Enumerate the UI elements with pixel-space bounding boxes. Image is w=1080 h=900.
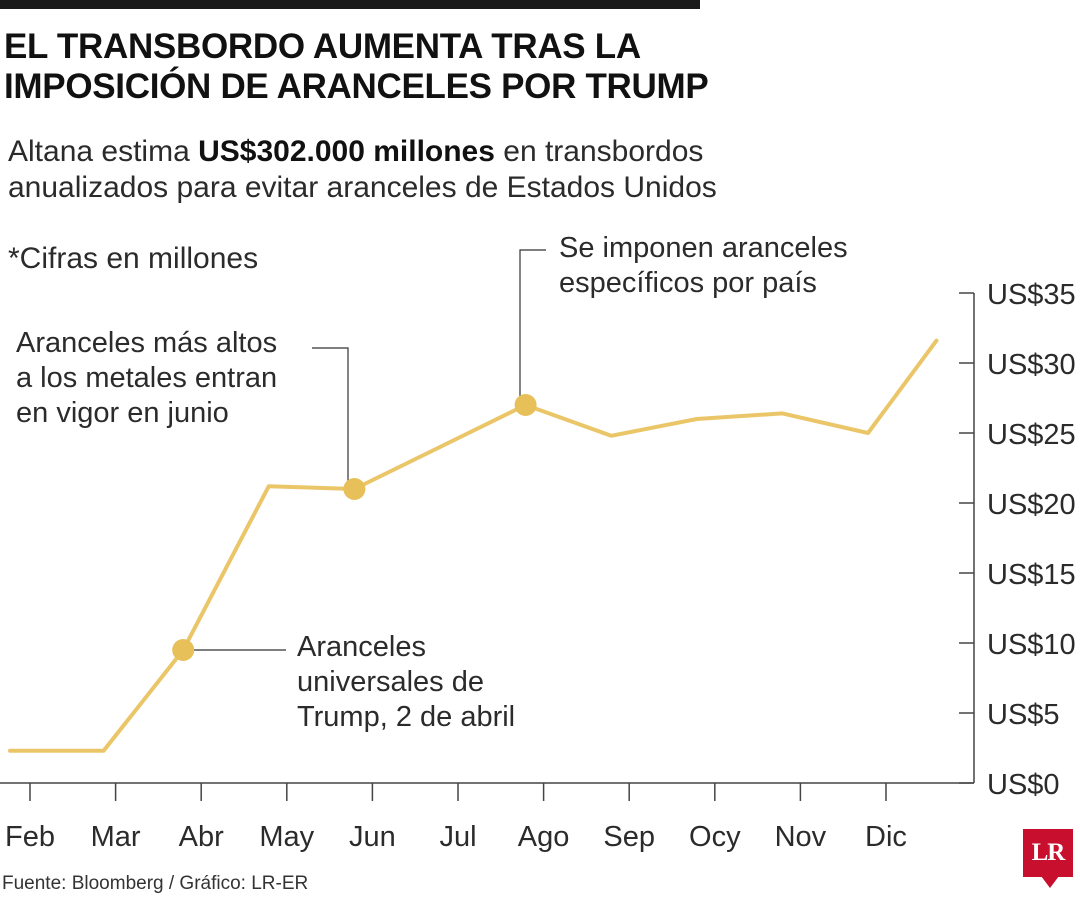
x-tick-label: Jul: [439, 821, 476, 853]
y-tick-label: US$0: [987, 769, 1060, 801]
data-point-marker: [514, 394, 537, 416]
chart-subtitle: Altana estima US$302.000 millones en tra…: [8, 134, 798, 206]
source-credit: Fuente: Bloomberg / Gráfico: LR-ER: [2, 873, 309, 894]
data-point-marker: [343, 478, 366, 500]
x-tick-label: Abr: [179, 821, 224, 853]
y-tick-label: US$15: [987, 559, 1076, 591]
chart-title: EL TRANSBORDO AUMENTA TRAS LA IMPOSICIÓN…: [4, 27, 709, 106]
y-tick-label: US$25: [987, 419, 1076, 451]
annotation-leader: [312, 347, 349, 489]
annotation-leader: [519, 249, 546, 405]
annotation-universal-tariffs: Aranceles universales de Trump, 2 de abr…: [297, 631, 516, 733]
subtitle-post: en transbordos anualizados para evitar a…: [8, 135, 717, 204]
y-tick-label: US$5: [987, 699, 1060, 731]
y-tick-label: US$35: [987, 279, 1076, 311]
series-line: [8, 338, 939, 753]
units-note: *Cifras en millones: [8, 242, 259, 275]
x-tick-label: Dic: [865, 821, 907, 853]
y-tick-label: US$30: [987, 349, 1076, 381]
x-tick-label: Jun: [349, 821, 396, 853]
x-tick-label: Nov: [775, 821, 827, 853]
y-tick-label: US$10: [987, 629, 1076, 661]
x-tick-label: May: [259, 821, 314, 853]
x-tick-label: Ocy: [689, 821, 741, 853]
top-rule: [0, 0, 700, 9]
x-tick-label: Sep: [603, 821, 655, 853]
x-tick-label: Mar: [91, 821, 141, 853]
data-point-marker: [172, 639, 195, 661]
x-tick-label: Feb: [5, 821, 55, 853]
annotation-country-tariffs: Se imponen aranceles específicos por paí…: [559, 232, 848, 299]
x-tick-label: Ago: [518, 821, 570, 853]
y-tick-label: US$20: [987, 489, 1076, 521]
lr-logo: LR: [1023, 829, 1073, 877]
annotation-metals: Aranceles más altos a los metales entran…: [16, 327, 278, 429]
lr-logo-tail: [1041, 876, 1059, 888]
subtitle-pre: Altana estima: [8, 135, 199, 168]
subtitle-highlight: US$302.000 millones: [198, 135, 495, 168]
